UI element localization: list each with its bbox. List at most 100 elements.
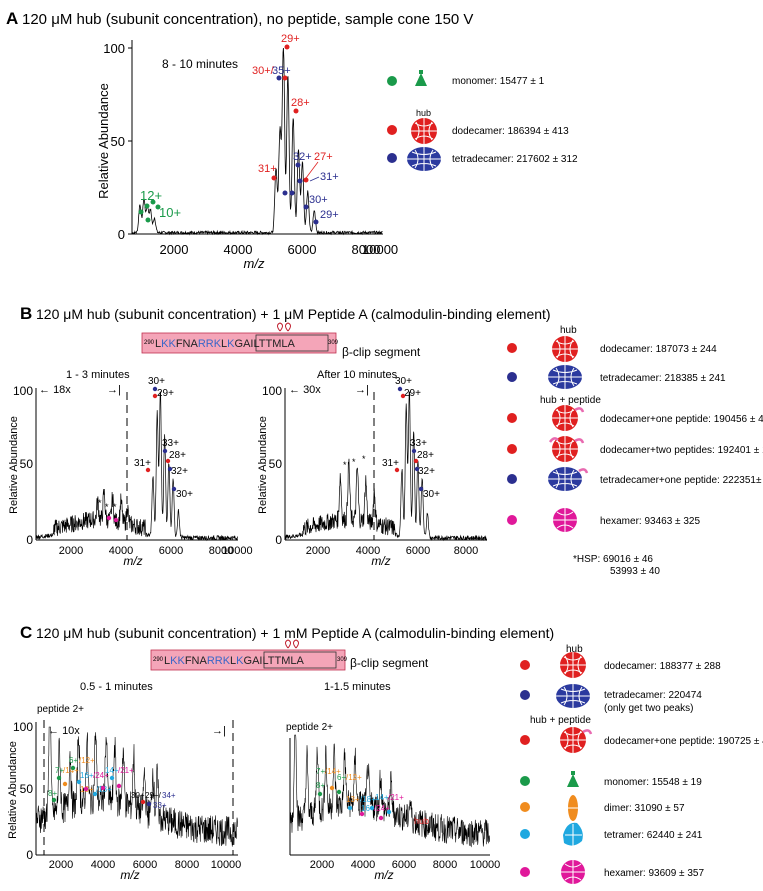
peptide-residue: FNA <box>176 338 199 350</box>
svg-text:8000: 8000 <box>454 545 478 557</box>
chart-b-left-zoom: ← 18x <box>39 384 71 396</box>
legend-c-tetradecamer: tetradecamer: 220474 <box>604 690 702 701</box>
legend-c-hexamer: hexamer: 93609 ± 357 <box>604 868 704 879</box>
svg-text:*: * <box>352 457 356 467</box>
peptide-residue: K <box>236 655 244 667</box>
svg-text:13+: 13+ <box>346 795 360 804</box>
svg-text:50: 50 <box>20 457 34 471</box>
chart-c-left-time: 0.5 - 1 minutes <box>80 681 153 693</box>
svg-text:8000: 8000 <box>433 859 457 871</box>
svg-text:30+: 30+ <box>131 791 145 800</box>
chart-a-time: 8 - 10 minutes <box>162 57 238 71</box>
svg-text:50: 50 <box>111 134 125 149</box>
chart-b-right-yticks: 100 50 0 <box>262 384 282 547</box>
svg-text:32+: 32+ <box>293 151 312 163</box>
svg-text:0: 0 <box>26 848 33 862</box>
svg-text:2000: 2000 <box>306 545 330 557</box>
svg-text:*: * <box>105 502 109 512</box>
svg-text:30+: 30+ <box>423 489 440 500</box>
svg-text:/12+: /12+ <box>79 756 95 765</box>
chart-c-right-xticks: 2000 4000 6000 8000 10000 <box>310 859 501 871</box>
dodecamer-icon <box>559 651 587 679</box>
chart-b-left-yticks: 100 50 0 <box>13 384 33 547</box>
svg-text:10000: 10000 <box>470 859 501 871</box>
svg-text:4000: 4000 <box>356 545 380 557</box>
chart-c-left-peptide: peptide 2+ <box>37 704 84 715</box>
hexamer-icon <box>560 859 586 885</box>
chart-c-left-xticks: 2000 4000 6000 8000 10000 <box>49 859 242 871</box>
tetradecamer-icon <box>555 683 591 709</box>
svg-text:/12+: /12+ <box>346 773 362 782</box>
chart-c-left-labels: 6+/12+ 7+/14+ 16+/24+ 14+/21+ 8+ 13+/18+… <box>48 756 176 810</box>
dimer-icon <box>567 794 579 822</box>
chart-b-right-ylabel: Relative Abundance <box>257 416 269 514</box>
svg-text:30+: 30+ <box>309 194 328 206</box>
chart-a: 100 50 0 2000 4000 6000 8000 10000 m/z Rela… <box>96 33 398 271</box>
legend-a-dot <box>387 153 397 163</box>
chart-c-right: 1-1.5 minutes peptide 2+ 2000 4000 6000 800… <box>286 681 500 882</box>
svg-text:→|: →| <box>212 725 226 737</box>
svg-text:/24+: /24+ <box>93 771 109 780</box>
dodecamer-peptide-icon <box>551 404 579 432</box>
peptide-residue: KK <box>161 338 176 350</box>
svg-text:30+: 30+ <box>176 489 193 500</box>
chart-a-charge-labels: 29+ 30+/ 35+ 28+ 31+ 32+ 27+ 31+ 30+ 29+… <box>138 33 339 225</box>
chart-a-trace <box>131 47 383 236</box>
svg-text:32+: 32+ <box>418 466 435 477</box>
tetradecamer-icon <box>406 146 442 172</box>
svg-text:/24+: /24+ <box>374 804 390 813</box>
tetradecamer-peptide-icon <box>547 466 583 492</box>
svg-text:290: 290 <box>153 657 164 663</box>
svg-text:7+: 7+ <box>316 767 325 776</box>
svg-text:16+: 16+ <box>80 771 94 780</box>
svg-text:12+: 12+ <box>140 188 162 203</box>
svg-text:31+: 31+ <box>320 171 339 183</box>
svg-text:8+: 8+ <box>48 789 57 798</box>
peptide-residue: K <box>227 338 235 350</box>
panel-b-letter: B <box>20 304 32 323</box>
svg-text:8000: 8000 <box>175 859 199 871</box>
legend-b-dodecamer: dodecamer: 187073 ± 244 <box>600 344 717 355</box>
peptide-residue: L <box>155 338 161 350</box>
legend-c-hub: hub <box>566 644 583 655</box>
svg-text:0: 0 <box>275 533 282 547</box>
svg-text:50: 50 <box>269 457 283 471</box>
svg-text:*: * <box>98 498 102 508</box>
svg-text:27+: 27+ <box>314 151 333 163</box>
chart-a-yticks: 100 50 0 <box>103 41 132 242</box>
legend-b-tetradecamer: tetradecamer: 218385 ± 241 <box>600 373 726 384</box>
peptide-sequence-c: LKKFNARRKLKGAILTTMLA <box>164 655 304 667</box>
svg-text:290: 290 <box>144 340 155 346</box>
svg-text:6000: 6000 <box>392 859 416 871</box>
svg-text:30+: 30+ <box>395 376 412 387</box>
svg-text:2000: 2000 <box>310 859 334 871</box>
legend-b-hexamer: hexamer: 93463 ± 325 <box>600 516 700 527</box>
chart-b-left-xtick-10000: 10000 <box>222 545 253 557</box>
svg-text:32+: 32+ <box>171 466 188 477</box>
legend-b-dodecamer-one: dodecamer+one peptide: 190456 ± 422 <box>600 414 763 425</box>
svg-text:31+: 31+ <box>134 458 151 469</box>
svg-text:29+: 29+ <box>404 388 421 399</box>
chart-c-right-trace <box>289 734 490 848</box>
svg-text:/14+: /14+ <box>63 766 79 775</box>
svg-text:100: 100 <box>262 384 282 398</box>
svg-text:14+: 14+ <box>105 766 119 775</box>
svg-text:28+: 28+ <box>417 450 434 461</box>
svg-text:6000: 6000 <box>406 545 430 557</box>
svg-text:/18+: /18+ <box>360 795 376 804</box>
chart-b-right-zoom: ← 30x <box>289 384 321 396</box>
hexamer-icon <box>552 507 578 533</box>
legend-a-tetradecamer: tetradecamer: 217602 ± 312 <box>452 154 578 165</box>
chart-c-left-yticks: 100 50 0 <box>13 720 33 862</box>
svg-text:8000: 8000 <box>352 242 381 257</box>
svg-text:6000: 6000 <box>288 242 317 257</box>
svg-text:*: * <box>343 460 347 470</box>
svg-text:10+: 10+ <box>159 205 181 220</box>
svg-text:7+: 7+ <box>55 766 64 775</box>
peptide-residue: KK <box>170 655 185 667</box>
legend-c-hub-peptide: hub + peptide <box>530 715 591 726</box>
legend-a: monomer: 15477 ± 1 hub dodecamer: 186394… <box>387 70 578 172</box>
chart-c-right-labels: 7+/14+ 6+/12+ 8+ 13+/18+ 16+/24+ 14+/21+ <box>316 767 404 821</box>
chart-b-left-xticks: 2000 4000 6000 8000 <box>59 545 233 557</box>
legend-c-dimer: dimer: 31090 ± 57 <box>604 803 685 814</box>
